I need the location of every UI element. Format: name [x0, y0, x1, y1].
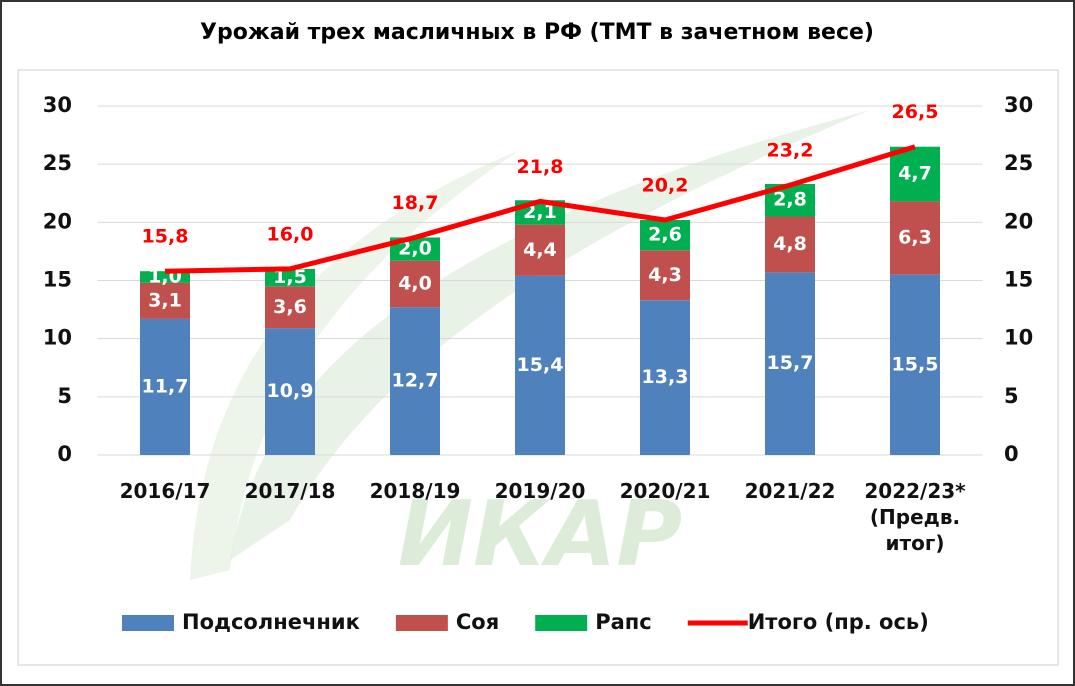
data-label: 3,6	[273, 296, 307, 318]
x-tick-label: 2022/23* (Предв. итог)	[864, 479, 966, 555]
data-label: 2,0	[398, 238, 432, 260]
legend-label: Соя	[456, 610, 499, 634]
bar-segment	[140, 271, 190, 283]
bar-segment	[765, 216, 815, 273]
data-label: 4,3	[648, 264, 682, 286]
data-label: 15,5	[892, 353, 939, 375]
bar-segment	[890, 274, 940, 455]
data-label: 4,0	[398, 272, 432, 294]
data-label: 15,4	[517, 354, 564, 376]
data-label: 12,7	[392, 370, 439, 392]
data-label: 3,1	[148, 289, 182, 311]
legend-label: Рапс	[595, 610, 652, 634]
bar-segment	[265, 286, 315, 329]
x-tick-label: 2021/22	[744, 479, 836, 503]
x-tick-label: 2020/21	[619, 479, 711, 503]
data-label: 4,4	[523, 239, 557, 261]
y2-tick-label: 25	[1004, 151, 1033, 175]
y-tick-label: 30	[43, 93, 72, 117]
y-tick-label: 15	[43, 268, 72, 292]
bar-segment	[640, 250, 690, 301]
x-tick-label: 2018/19	[369, 479, 461, 503]
bar-segment	[265, 268, 315, 287]
x-tick-label: 2017/18	[244, 479, 336, 503]
data-label: 2,1	[523, 201, 557, 223]
bar-segment	[890, 146, 940, 202]
bar-segment	[640, 220, 690, 251]
x-tick-label: 2016/17	[119, 479, 211, 503]
legend-label: Итого (пр. ось)	[748, 610, 929, 634]
watermark: ИКАР	[398, 482, 683, 587]
legend-label: Подсолнечник	[182, 610, 360, 634]
y2-tick-label: 10	[1004, 326, 1033, 350]
bar-segment	[390, 260, 440, 308]
bar-segment	[765, 272, 815, 455]
data-label: 18,7	[392, 192, 439, 214]
data-label: 21,8	[517, 156, 564, 178]
bar-segment	[390, 307, 440, 455]
legend-swatch	[395, 615, 448, 631]
y-tick-label: 20	[43, 209, 72, 233]
plot-frame	[17, 69, 1059, 666]
y-tick-label: 10	[43, 326, 72, 350]
y2-tick-label: 0	[1004, 442, 1019, 466]
y2-tick-label: 20	[1004, 209, 1033, 233]
data-label: 11,7	[142, 375, 189, 397]
bar-segment	[140, 282, 190, 319]
data-label: 20,2	[642, 175, 689, 197]
data-label: 23,2	[767, 140, 814, 162]
y2-tick-label: 15	[1004, 268, 1033, 292]
data-label: 16,0	[267, 223, 314, 245]
y2-tick-label: 30	[1004, 93, 1033, 117]
bar-segment	[890, 201, 940, 275]
legend-swatch	[122, 615, 174, 631]
bar-segment	[390, 237, 440, 261]
bar-segment	[515, 275, 565, 455]
data-label: 15,7	[767, 352, 814, 374]
data-label: 4,8	[773, 233, 807, 255]
data-label: 2,6	[648, 224, 682, 246]
bar-segment	[640, 300, 690, 455]
y-tick-label: 5	[57, 384, 72, 408]
data-label: 1,5	[273, 266, 307, 288]
data-label: 26,5	[892, 101, 939, 123]
watermark-swoosh	[190, 150, 520, 580]
data-label: 10,9	[267, 380, 314, 402]
bar-segment	[265, 328, 315, 455]
y-tick-label: 0	[57, 442, 72, 466]
chart-title: Урожай трех масличных в РФ (ТМТ в зачетн…	[200, 20, 874, 45]
x-tick-label: 2019/20	[494, 479, 586, 503]
total-line	[164, 144, 916, 274]
data-label: 15,8	[142, 226, 189, 248]
legend-swatch	[535, 615, 588, 631]
y2-tick-label: 5	[1004, 384, 1019, 408]
data-label: 13,3	[642, 366, 689, 388]
data-label: 2,8	[773, 189, 807, 211]
data-label: 4,7	[898, 163, 932, 185]
bar-segment	[515, 224, 565, 276]
data-label: 6,3	[898, 227, 932, 249]
bar-segment	[140, 318, 190, 455]
y-tick-label: 25	[43, 151, 72, 175]
